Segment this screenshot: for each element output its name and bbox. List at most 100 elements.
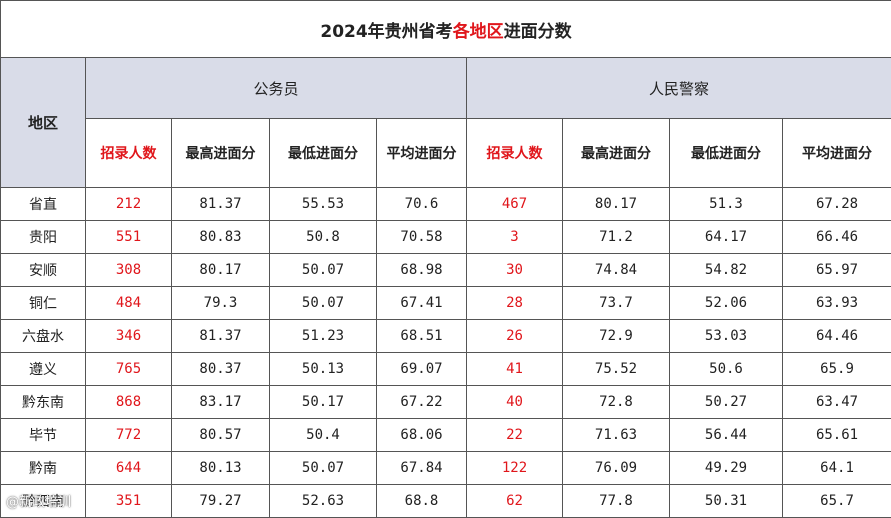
region-cell: 毕节 bbox=[1, 419, 86, 452]
region-header: 地区 bbox=[1, 58, 86, 188]
table-title: 2024年贵州省考各地区进面分数 bbox=[1, 1, 891, 58]
max-police-cell: 71.2 bbox=[563, 221, 670, 254]
min-civil-cell: 50.07 bbox=[270, 452, 377, 485]
region-cell: 黔南 bbox=[1, 452, 86, 485]
recruits-civil-cell: 484 bbox=[86, 287, 172, 320]
recruits-police-cell: 26 bbox=[467, 320, 563, 353]
max-police-cell: 73.7 bbox=[563, 287, 670, 320]
avg-civil-cell: 68.98 bbox=[377, 254, 467, 287]
max-police-cell: 72.8 bbox=[563, 386, 670, 419]
region-cell: 铜仁 bbox=[1, 287, 86, 320]
col-recruits-civil: 招录人数 bbox=[86, 119, 172, 188]
col-max-civil: 最高进面分 bbox=[172, 119, 270, 188]
col-avg-police: 平均进面分 bbox=[783, 119, 891, 188]
min-civil-cell: 51.23 bbox=[270, 320, 377, 353]
col-avg-civil: 平均进面分 bbox=[377, 119, 467, 188]
watermark: @新政培训 bbox=[6, 491, 71, 510]
avg-civil-cell: 67.41 bbox=[377, 287, 467, 320]
avg-police-cell: 64.46 bbox=[783, 320, 891, 353]
col-recruits-police: 招录人数 bbox=[467, 119, 563, 188]
avg-police-cell: 65.7 bbox=[783, 485, 891, 518]
region-cell: 遵义 bbox=[1, 353, 86, 386]
min-civil-cell: 50.07 bbox=[270, 254, 377, 287]
avg-civil-cell: 67.84 bbox=[377, 452, 467, 485]
recruits-civil-cell: 772 bbox=[86, 419, 172, 452]
min-civil-cell: 50.8 bbox=[270, 221, 377, 254]
avg-police-cell: 63.93 bbox=[783, 287, 891, 320]
recruits-civil-cell: 551 bbox=[86, 221, 172, 254]
max-civil-cell: 80.13 bbox=[172, 452, 270, 485]
group-civil-servant: 公务员 bbox=[86, 58, 467, 119]
max-police-cell: 76.09 bbox=[563, 452, 670, 485]
min-police-cell: 52.06 bbox=[670, 287, 783, 320]
max-civil-cell: 80.37 bbox=[172, 353, 270, 386]
region-cell: 六盘水 bbox=[1, 320, 86, 353]
min-civil-cell: 50.07 bbox=[270, 287, 377, 320]
max-civil-cell: 83.17 bbox=[172, 386, 270, 419]
max-police-cell: 71.63 bbox=[563, 419, 670, 452]
avg-police-cell: 66.46 bbox=[783, 221, 891, 254]
recruits-police-cell: 28 bbox=[467, 287, 563, 320]
max-civil-cell: 79.3 bbox=[172, 287, 270, 320]
region-cell: 安顺 bbox=[1, 254, 86, 287]
avg-civil-cell: 68.8 bbox=[377, 485, 467, 518]
min-civil-cell: 52.63 bbox=[270, 485, 377, 518]
min-police-cell: 56.44 bbox=[670, 419, 783, 452]
title-prefix: 2024年贵州省考 bbox=[320, 22, 452, 42]
avg-police-cell: 65.61 bbox=[783, 419, 891, 452]
min-police-cell: 50.6 bbox=[670, 353, 783, 386]
min-civil-cell: 55.53 bbox=[270, 188, 377, 221]
avg-civil-cell: 68.06 bbox=[377, 419, 467, 452]
region-cell: 贵阳 bbox=[1, 221, 86, 254]
min-civil-cell: 50.17 bbox=[270, 386, 377, 419]
min-police-cell: 50.27 bbox=[670, 386, 783, 419]
recruits-police-cell: 22 bbox=[467, 419, 563, 452]
min-civil-cell: 50.13 bbox=[270, 353, 377, 386]
min-police-cell: 49.29 bbox=[670, 452, 783, 485]
min-police-cell: 50.31 bbox=[670, 485, 783, 518]
avg-civil-cell: 69.07 bbox=[377, 353, 467, 386]
avg-civil-cell: 70.6 bbox=[377, 188, 467, 221]
max-police-cell: 74.84 bbox=[563, 254, 670, 287]
group-police: 人民警察 bbox=[467, 58, 891, 119]
avg-civil-cell: 67.22 bbox=[377, 386, 467, 419]
region-cell: 黔东南 bbox=[1, 386, 86, 419]
avg-civil-cell: 70.58 bbox=[377, 221, 467, 254]
min-police-cell: 64.17 bbox=[670, 221, 783, 254]
recruits-police-cell: 40 bbox=[467, 386, 563, 419]
recruits-civil-cell: 351 bbox=[86, 485, 172, 518]
title-suffix: 进面分数 bbox=[504, 22, 572, 42]
avg-civil-cell: 68.51 bbox=[377, 320, 467, 353]
recruits-civil-cell: 346 bbox=[86, 320, 172, 353]
avg-police-cell: 67.28 bbox=[783, 188, 891, 221]
min-police-cell: 53.03 bbox=[670, 320, 783, 353]
col-max-police: 最高进面分 bbox=[563, 119, 670, 188]
min-police-cell: 51.3 bbox=[670, 188, 783, 221]
recruits-police-cell: 41 bbox=[467, 353, 563, 386]
max-civil-cell: 79.27 bbox=[172, 485, 270, 518]
max-police-cell: 75.52 bbox=[563, 353, 670, 386]
recruits-police-cell: 467 bbox=[467, 188, 563, 221]
avg-police-cell: 64.1 bbox=[783, 452, 891, 485]
recruits-civil-cell: 308 bbox=[86, 254, 172, 287]
recruits-police-cell: 30 bbox=[467, 254, 563, 287]
recruits-police-cell: 3 bbox=[467, 221, 563, 254]
avg-police-cell: 63.47 bbox=[783, 386, 891, 419]
max-police-cell: 72.9 bbox=[563, 320, 670, 353]
max-civil-cell: 81.37 bbox=[172, 188, 270, 221]
region-cell: 省直 bbox=[1, 188, 86, 221]
recruits-civil-cell: 644 bbox=[86, 452, 172, 485]
